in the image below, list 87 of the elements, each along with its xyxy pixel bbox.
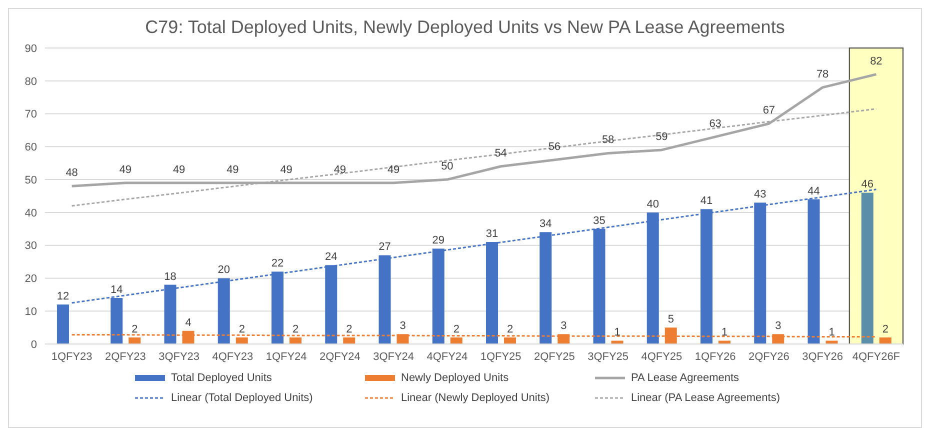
chart-title: C79: Total Deployed Units, Newly Deployed Units vs New PA Lease Agreements [144,16,786,38]
data-label: 49 [280,164,292,176]
x-tick-label: 1QFY24 [266,350,307,363]
legend-label: Linear (PA Lease Agreements) [631,392,780,404]
y-tick-label: 90 [24,42,37,55]
data-label: 49 [226,164,239,176]
bar [718,340,730,344]
data-label: 3 [775,320,782,332]
y-tick-label: 20 [24,273,37,286]
x-tick-label: 2QFY24 [319,350,360,363]
data-label: 4 [185,316,192,329]
x-tick-label: 1QFY25 [480,350,522,363]
x-tick-label: 4QFY25 [641,350,682,363]
data-label: 14 [110,284,123,296]
data-label: 2 [292,323,299,336]
x-tick-label: 3QFY23 [158,350,200,363]
data-label: 78 [816,68,829,80]
data-label: 44 [808,185,820,198]
data-label: 24 [325,251,338,264]
x-tick-label: 4QFY23 [212,350,254,363]
data-label: 50 [441,160,454,173]
data-label: 12 [56,290,70,303]
data-label: 67 [762,104,776,117]
x-tick-label: 4QFY24 [426,350,468,363]
bar [879,337,892,344]
data-label: 49 [387,164,400,176]
bar [826,340,838,344]
data-label: 63 [709,118,722,130]
x-tick-label: 2QFY26 [748,350,790,363]
data-label: 46 [861,178,874,191]
data-label: 29 [432,234,444,247]
y-tick-label: 40 [24,207,37,220]
data-label: 3 [400,320,406,332]
x-tick-label: 1QFY23 [51,350,92,363]
x-tick-label: 3QFY26 [802,350,844,363]
data-label: 35 [593,214,606,227]
data-label: 2 [346,323,352,336]
legend-label: Linear (Total Deployed Units) [171,392,313,404]
bar [57,304,69,344]
data-label: 1 [721,326,728,339]
data-label: 49 [334,164,346,176]
y-tick-label: 80 [24,76,37,88]
y-tick-label: 30 [24,240,37,252]
data-label: 2 [882,323,888,336]
data-label: 22 [271,258,284,270]
x-tick-label: 3QFY24 [373,350,414,363]
data-label: 41 [700,195,713,208]
data-label: 1 [828,326,835,339]
bar [611,340,624,344]
y-tick-label: 0 [30,338,37,351]
data-label: 2 [506,323,514,336]
data-label: 59 [656,130,668,143]
data-label: 34 [540,218,552,230]
y-tick-label: 70 [24,108,37,121]
bar [128,337,141,344]
data-label: 20 [218,264,230,276]
data-label: 3 [560,320,567,332]
data-label: 82 [870,55,882,68]
data-label: 31 [486,228,498,240]
x-tick-label: 4QFY26F [852,350,900,363]
data-label: 49 [172,164,186,176]
y-tick-label: 10 [24,306,37,318]
legend-label: PA Lease Agreements [631,372,740,384]
data-label: 2 [132,323,138,336]
legend-label: Newly Deployed Units [401,372,509,384]
legend-label: Total Deployed Units [171,372,272,384]
data-label: 56 [548,140,561,153]
data-label: 40 [646,198,659,210]
data-label: 48 [66,167,78,180]
data-label: 43 [754,188,766,201]
data-label: 2 [238,323,245,336]
legend-label: Linear (Newly Deployed Units) [401,392,550,404]
y-tick-label: 50 [24,174,37,186]
y-tick-label: 60 [24,142,37,154]
data-label: 54 [494,147,507,160]
data-label: 18 [164,270,176,283]
data-label: 2 [453,323,460,336]
x-tick-label: 2QFY25 [534,350,575,363]
data-label: 1 [614,326,620,339]
x-tick-label: 2QFY23 [104,350,146,363]
x-tick-label: 1QFY26 [694,350,736,363]
data-label: 49 [119,164,132,176]
data-label: 5 [668,314,674,326]
bar [861,192,874,344]
data-label: 27 [378,241,391,254]
x-tick-label: 3QFY25 [588,350,629,363]
data-label: 58 [602,134,614,146]
